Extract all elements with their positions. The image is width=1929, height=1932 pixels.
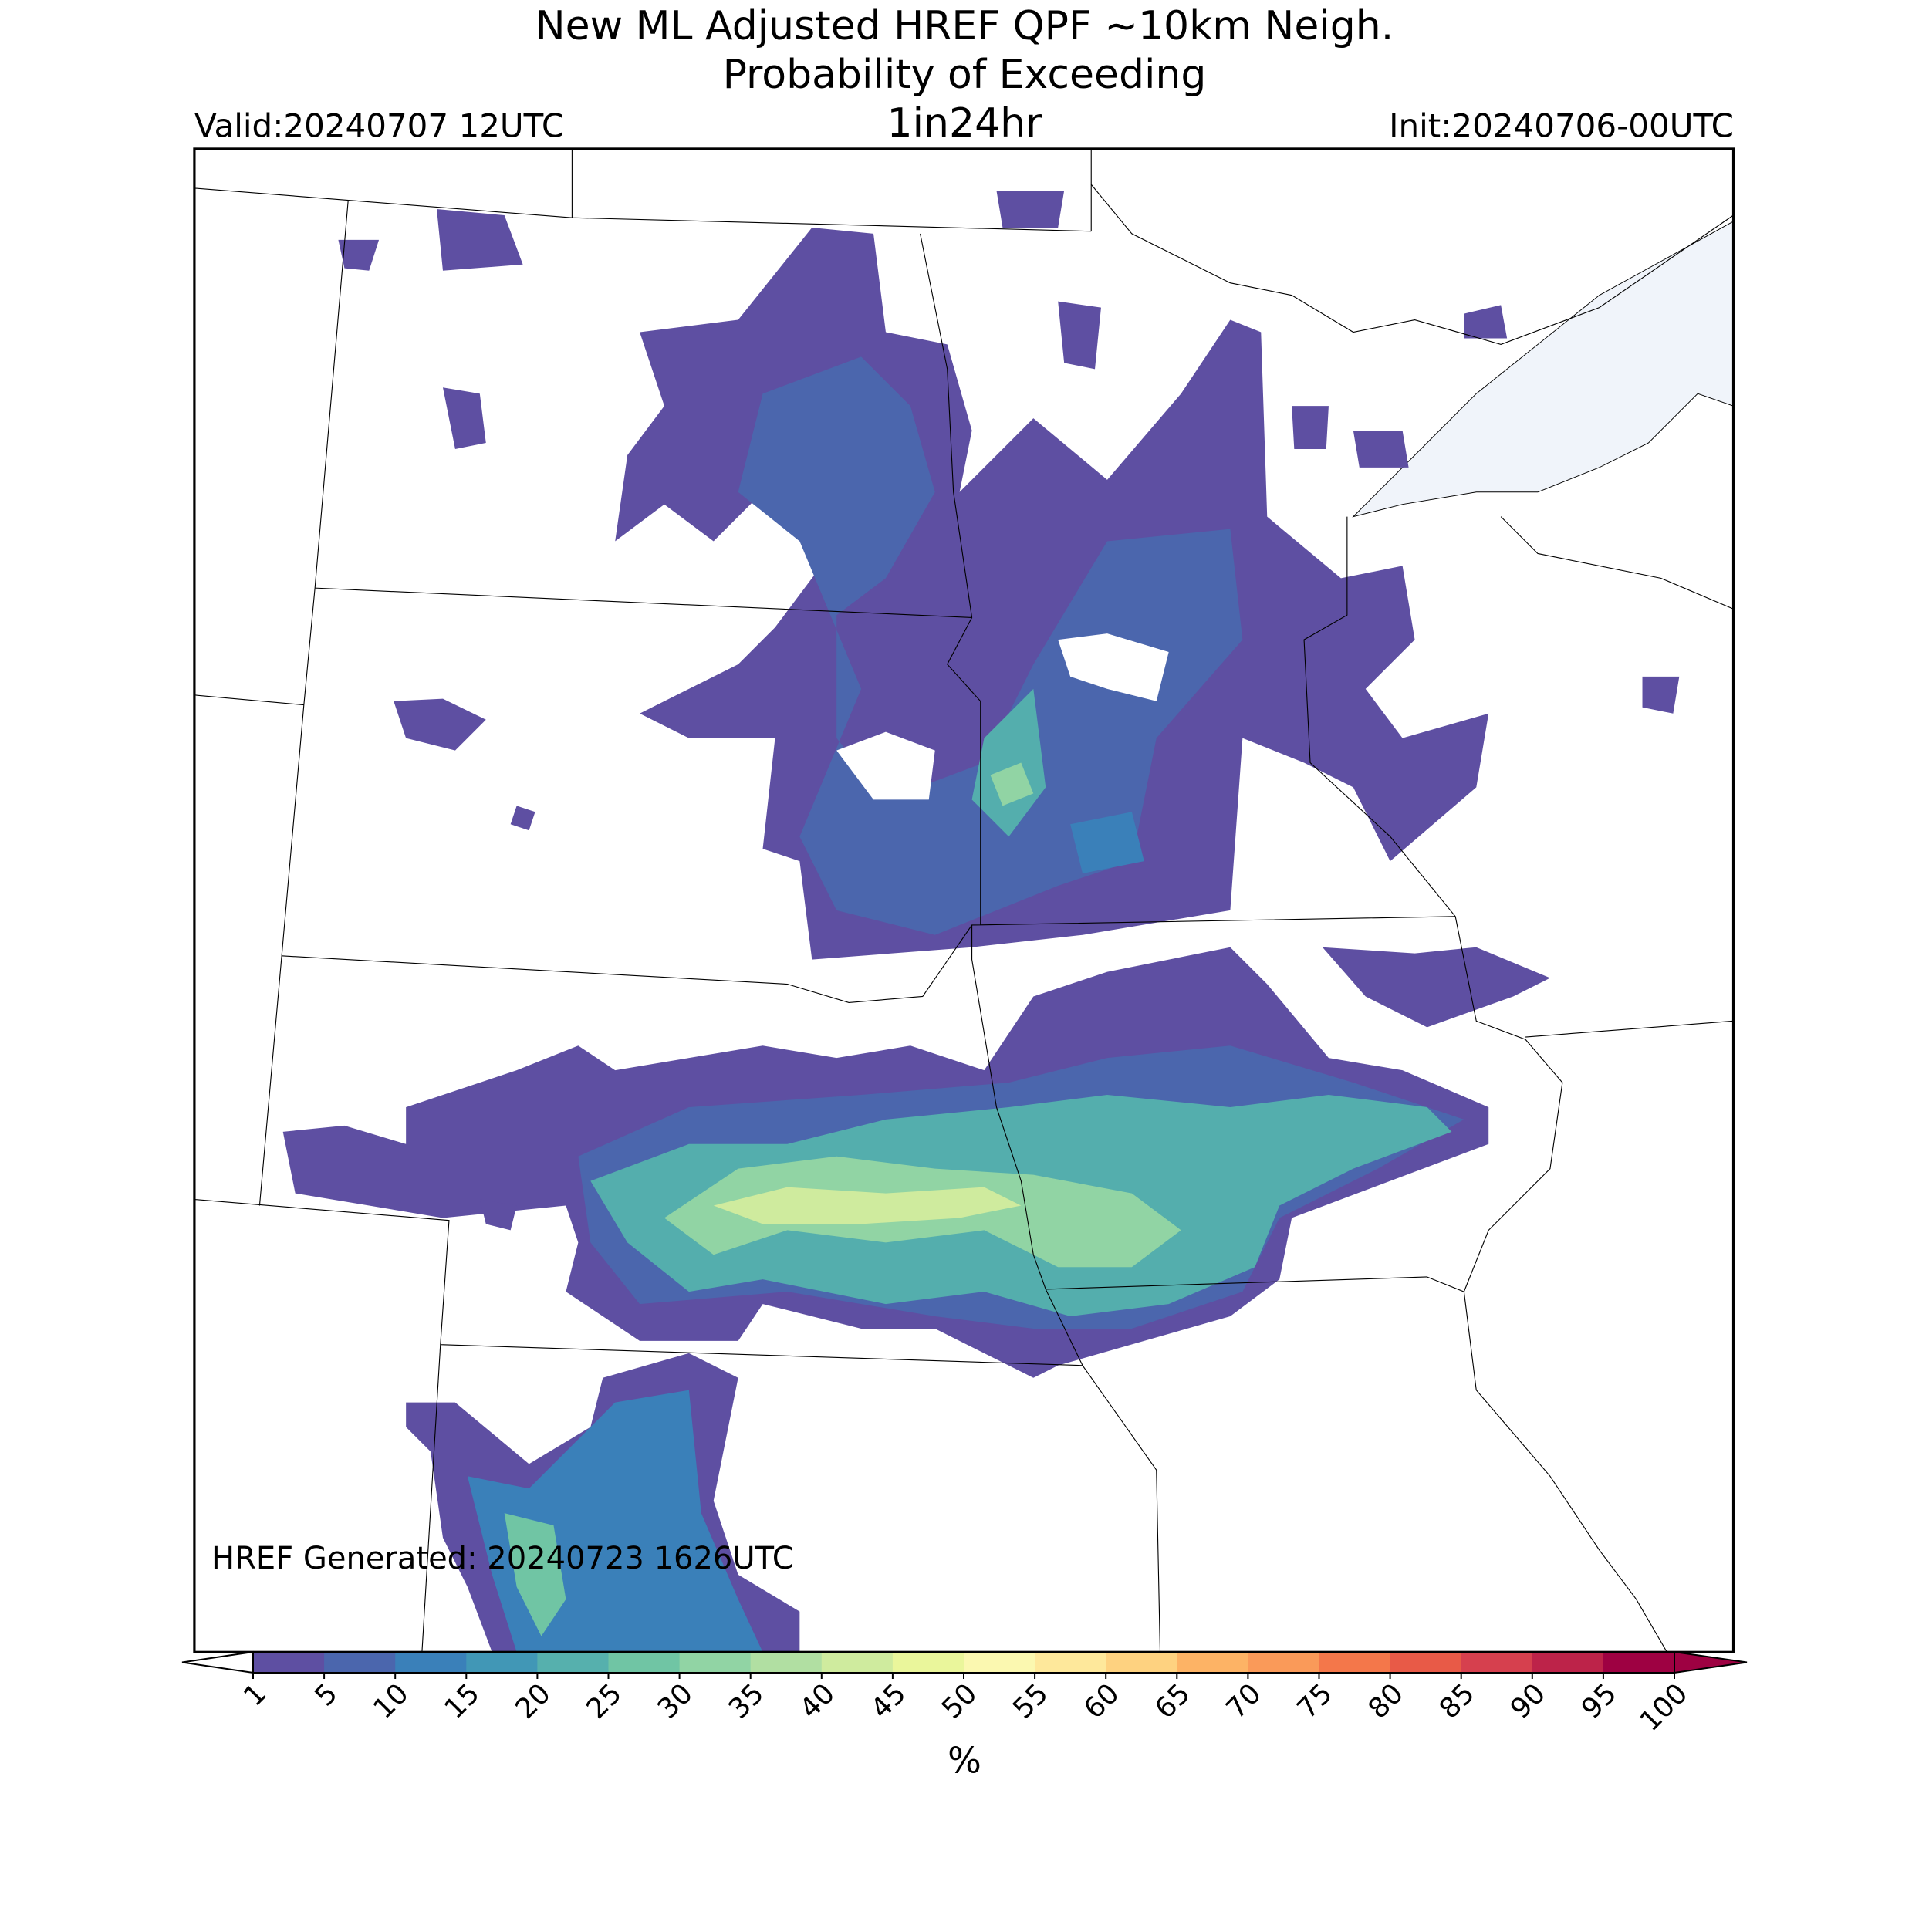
valid-time: Valid:20240707 12UTC — [194, 107, 564, 145]
map — [193, 147, 1735, 1653]
title-line: New ML Adjusted HREF QPF ~10km Neigh. — [535, 3, 1394, 49]
colorbar-segment — [324, 1652, 396, 1673]
generated-note: HREF Generated: 20240723 1626UTC — [211, 1541, 794, 1576]
colorbar-segment — [750, 1652, 823, 1673]
colorbar-segment — [1532, 1652, 1604, 1673]
colorbar-segment — [1035, 1652, 1106, 1673]
colorbar-segment — [1106, 1652, 1177, 1673]
colorbar-segment — [1319, 1652, 1391, 1673]
colorbar-segment — [253, 1652, 325, 1673]
colorbar-segment — [1461, 1652, 1533, 1673]
colorbar-segment — [1603, 1652, 1675, 1673]
colorbar-segment — [821, 1652, 894, 1673]
colorbar-segment — [1390, 1652, 1462, 1673]
subtitle: 1in24hr — [887, 100, 1043, 147]
colorbar-segment — [892, 1652, 964, 1673]
colorbar-segment — [537, 1652, 609, 1673]
colorbar-segment — [1177, 1652, 1248, 1673]
title-line: Probability of Exceeding — [723, 52, 1207, 98]
boundaries — [194, 148, 1734, 1653]
colorbar-segment — [608, 1652, 681, 1673]
init-time: Init:20240706-00UTC — [1389, 107, 1734, 145]
colorbar-segment — [395, 1652, 467, 1673]
colorbar-segment — [466, 1652, 538, 1673]
colorbar-label: % — [948, 1740, 981, 1782]
colorbar-segment — [964, 1652, 1035, 1673]
colorbar-segment — [1248, 1652, 1319, 1673]
probability-field — [282, 191, 1680, 1653]
colorbar-segment — [679, 1652, 752, 1673]
lake — [1352, 221, 1734, 518]
